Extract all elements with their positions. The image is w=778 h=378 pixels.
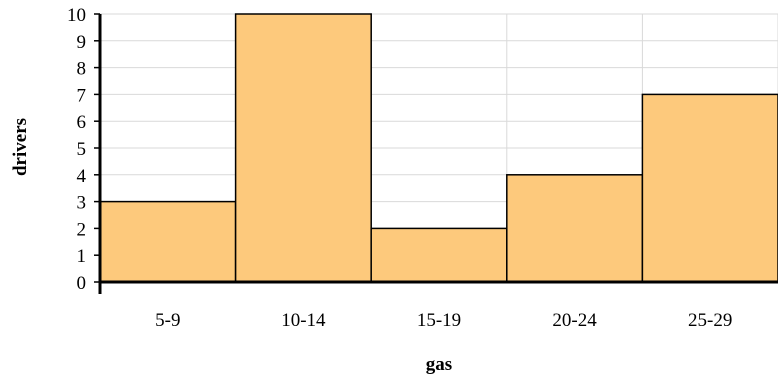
x-axis-title: gas [426, 354, 452, 375]
y-tick-label: 1 [77, 246, 87, 267]
y-tick-label: 8 [77, 59, 87, 80]
bar-20-24 [506, 174, 644, 283]
y-tick-label: 4 [77, 166, 87, 187]
x-category-label: 25-29 [688, 310, 732, 331]
bar-5-9 [99, 200, 237, 283]
bar-10-14 [234, 13, 372, 283]
y-tick-label: 10 [67, 5, 86, 26]
x-category-label: 15-19 [417, 310, 461, 331]
axes [94, 13, 778, 294]
y-tick-label: 5 [77, 139, 87, 160]
y-axis-title: drivers [10, 118, 31, 176]
bar-25-29 [641, 93, 778, 283]
y-tick-label: 0 [77, 273, 87, 294]
bar-15-19 [370, 227, 508, 283]
y-tick-label: 7 [77, 85, 87, 106]
bars [99, 13, 778, 283]
y-tick-label: 2 [77, 219, 87, 240]
x-category-label: 10-14 [281, 310, 326, 331]
y-tick-label: 3 [77, 193, 87, 214]
x-category-labels: 5-9 10-14 15-19 20-24 25-29 [155, 310, 732, 331]
y-tick-labels: 0 1 2 3 4 5 6 7 8 9 10 [67, 5, 87, 294]
y-tick-label: 9 [77, 32, 87, 53]
y-tick-label: 6 [77, 112, 87, 133]
x-category-label: 20-24 [552, 310, 597, 331]
x-category-label: 5-9 [155, 310, 180, 331]
